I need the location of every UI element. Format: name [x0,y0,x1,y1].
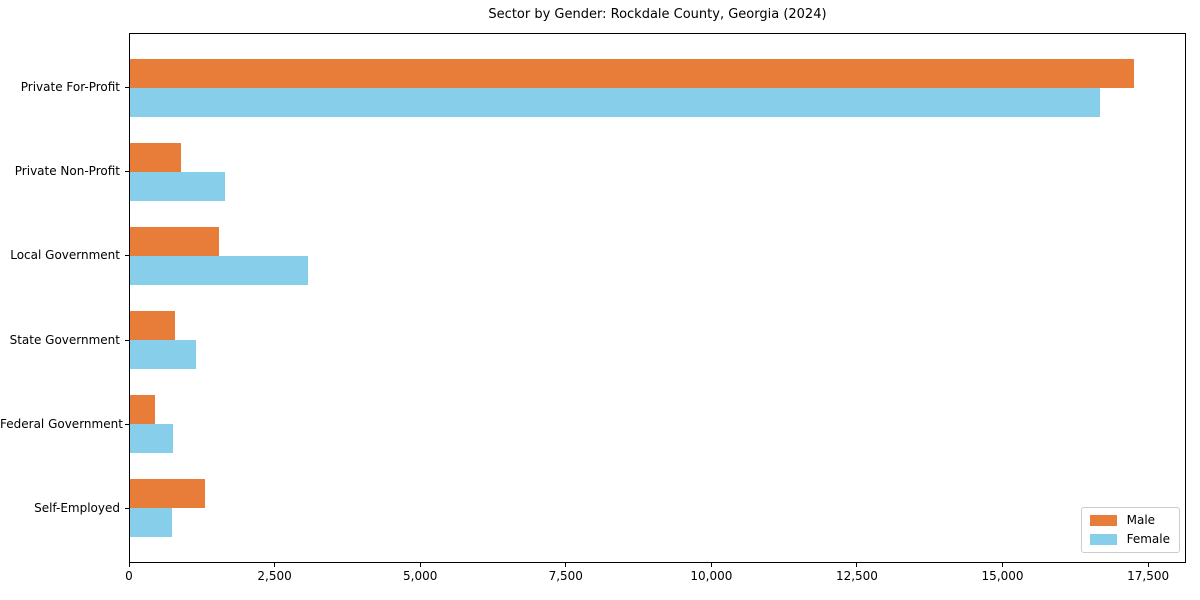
female-bar [130,171,225,201]
x-tick-label: 15,000 [981,569,1024,583]
female-bar [130,340,196,370]
x-tick-mark [1147,563,1149,567]
y-tick-mark [125,171,129,173]
male-legend-swatch [1089,515,1117,526]
male-bar [130,479,205,509]
y-axis-label: State Government [9,332,120,347]
female-bar [130,508,172,538]
y-axis-label: Private For-Profit [20,80,120,95]
female-legend-swatch [1089,534,1117,545]
female-bar [130,255,308,285]
x-tick-label: 12,500 [835,569,878,583]
x-tick-label: 5,000 [402,569,438,583]
x-tick-label: 10,000 [690,569,733,583]
legend-item-male: Male [1089,513,1170,527]
x-tick-label: 0 [125,569,133,583]
y-tick-mark [125,255,129,257]
male-bar [130,395,155,425]
y-tick-mark [125,339,129,341]
x-tick-label: 17,500 [1127,569,1170,583]
male-bar [130,311,176,341]
y-tick-mark [125,87,129,89]
y-axis-label: Self-Employed [34,500,120,515]
female-bar [130,87,1101,117]
legend-item-female: Female [1089,532,1170,546]
x-tick-mark [710,563,712,567]
female-bar [130,424,173,454]
male-bar [130,226,219,256]
male-bar [130,142,181,172]
x-tick-label: 7,500 [548,569,583,583]
y-axis-label: Private Non-Profit [14,164,120,179]
x-tick-mark [419,563,421,567]
x-tick-mark [1002,563,1004,567]
x-tick-mark [128,563,130,567]
x-tick-mark [565,563,567,567]
male-bar [130,58,1134,88]
x-tick-label: 2,500 [257,569,292,583]
x-tick-mark [274,563,276,567]
y-tick-mark [125,507,129,509]
chart-title: Sector by Gender: Rockdale County, Georg… [488,7,827,22]
y-axis-label: Local Government [10,248,120,263]
legend: Male Female [1080,507,1180,553]
y-axis-label: Federal Government [0,416,123,431]
male-legend-label: Male [1126,513,1156,527]
plot-area: Male Female [129,33,1186,563]
female-legend-label: Female [1126,532,1170,546]
y-tick-mark [125,423,129,425]
x-tick-mark [856,563,858,567]
